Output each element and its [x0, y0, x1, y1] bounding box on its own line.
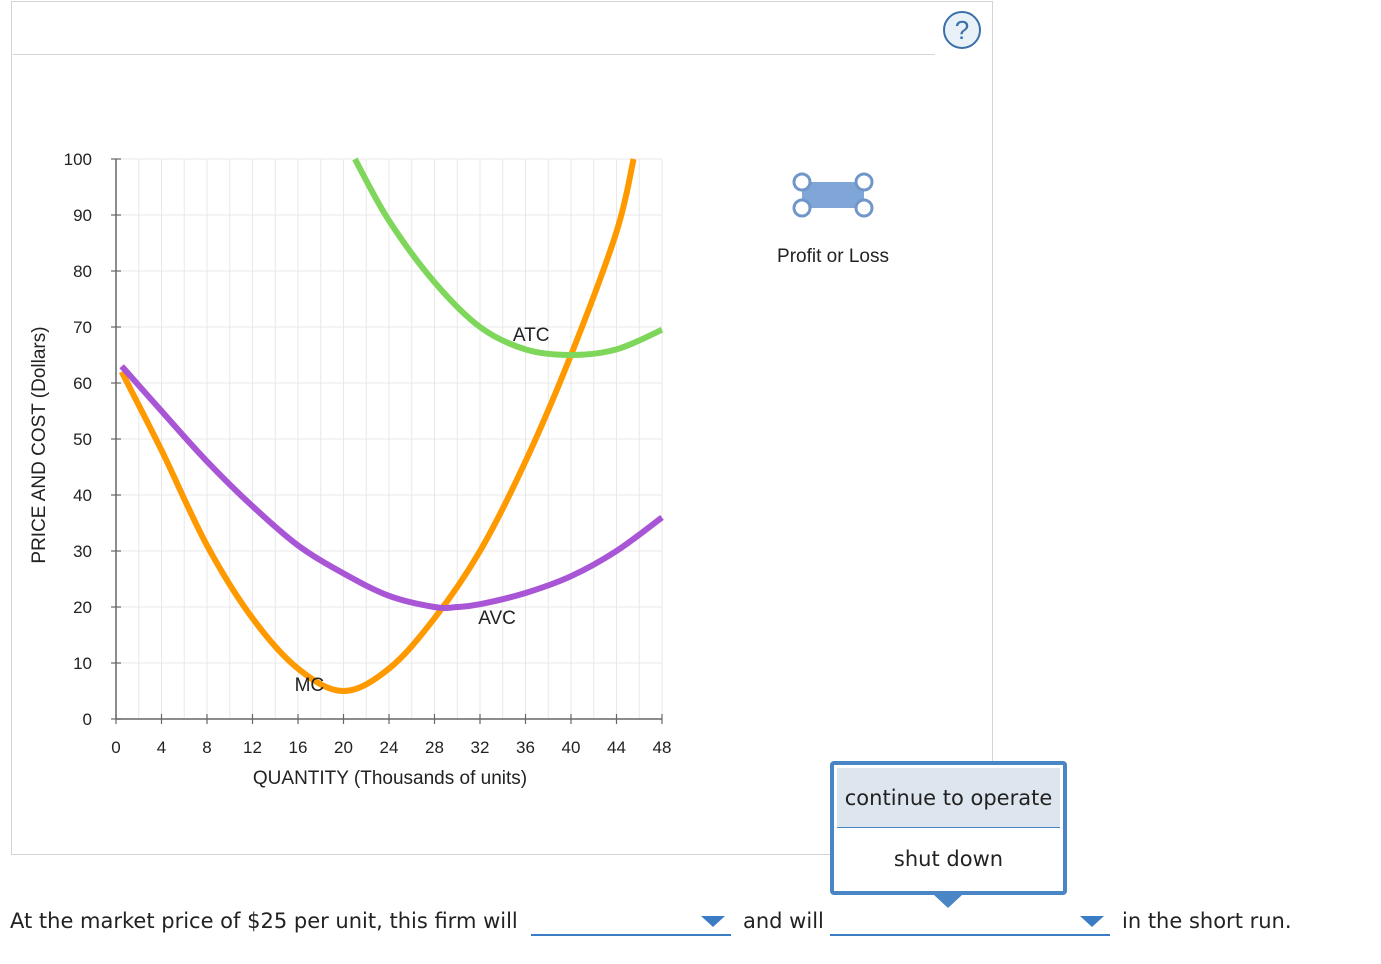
x-tick-label: 36 — [516, 738, 535, 757]
curve-labels: MC AVC ATC — [295, 325, 550, 696]
y-tick-label: 70 — [73, 318, 92, 337]
series-avc-line[interactable] — [119, 364, 664, 611]
x-tick-label: 12 — [243, 738, 262, 757]
x-tick-label: 44 — [607, 738, 626, 757]
help-icon[interactable]: ? — [942, 10, 982, 50]
y-tick-label: 100 — [64, 150, 92, 169]
tick-labels: 0 4 8 12 16 20 24 28 32 36 40 44 4801020304050607080… — [64, 150, 672, 757]
x-tick-label: 28 — [425, 738, 444, 757]
y-tick-label: 80 — [73, 262, 92, 281]
question-part2: and will — [743, 909, 824, 933]
curve-label-mc: MC — [295, 675, 325, 696]
chart-series[interactable] — [119, 157, 664, 695]
y-tick-label: 50 — [73, 430, 92, 449]
series-atc-line[interactable] — [352, 157, 664, 359]
x-tick-label: 16 — [289, 738, 308, 757]
dropdown-operate[interactable] — [531, 906, 731, 936]
x-tick-label: 20 — [334, 738, 353, 757]
y-tick-label: 40 — [73, 486, 92, 505]
chevron-down-icon — [701, 916, 725, 927]
rectangle-tool-icon[interactable] — [790, 170, 876, 220]
x-tick-label: 8 — [202, 738, 211, 757]
profit-or-loss-label: Profit or Loss — [777, 246, 889, 267]
popup-pointer — [934, 895, 962, 908]
y-tick-label: 60 — [73, 374, 92, 393]
toolbar-divider — [13, 54, 935, 55]
question-part1: At the market price of $25 per unit, thi… — [10, 909, 518, 933]
option-shut-down[interactable]: shut down — [837, 829, 1060, 889]
cost-curves-chart: 0 4 8 12 16 20 24 28 32 36 40 44 4801020304050607080… — [29, 150, 672, 789]
curve-label-avc: AVC — [478, 608, 516, 629]
dropdown-options-popup: continue to operate shut down — [830, 761, 1067, 895]
curve-label-atc: ATC — [513, 325, 550, 346]
y-tick-label: 20 — [73, 598, 92, 617]
x-tick-label: 4 — [157, 738, 166, 757]
series-mc-line[interactable] — [119, 158, 637, 695]
x-axis-label: QUANTITY (Thousands of units) — [253, 768, 527, 789]
y-tick-label: 30 — [73, 542, 92, 561]
y-tick-label: 90 — [73, 206, 92, 225]
option-continue-to-operate[interactable]: continue to operate — [837, 768, 1060, 828]
help-symbol: ? — [955, 15, 969, 45]
chart-grid — [116, 158, 663, 719]
y-axis-label: PRICE AND COST (Dollars) — [29, 326, 50, 563]
dropdown-short-run[interactable] — [830, 906, 1110, 936]
chart-axes — [111, 158, 663, 724]
x-tick-label: 48 — [653, 738, 672, 757]
x-tick-label: 32 — [471, 738, 490, 757]
x-tick-label: 24 — [380, 738, 399, 757]
chevron-down-icon — [1080, 916, 1104, 927]
x-tick-label: 0 — [111, 738, 120, 757]
y-tick-label: 10 — [73, 654, 92, 673]
x-tick-label: 40 — [562, 738, 581, 757]
question-part3: in the short run. — [1122, 909, 1292, 933]
y-tick-label: 0 — [83, 710, 92, 729]
